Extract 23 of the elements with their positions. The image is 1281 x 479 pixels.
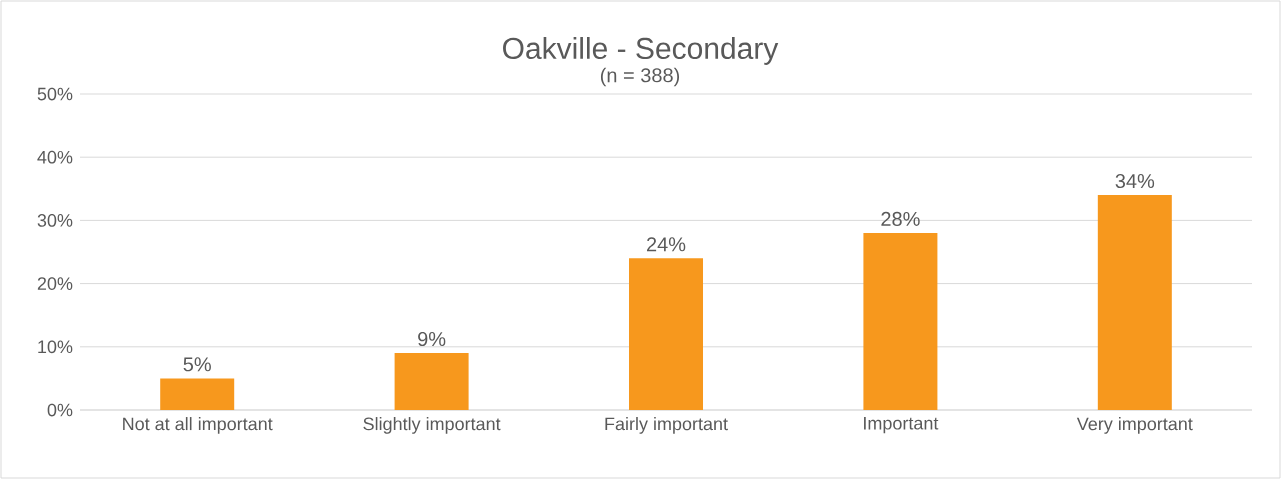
chart-title: Oakville - Secondary [503, 37, 779, 65]
bar [160, 378, 235, 410]
bar [1097, 195, 1172, 410]
bar [629, 258, 704, 410]
data-label: 9% [418, 331, 446, 347]
y-tick-label: 50% [37, 87, 73, 101]
x-tick-label: Important [864, 417, 939, 434]
bar [394, 353, 469, 410]
data-label: 28% [881, 211, 920, 226]
bar [863, 233, 938, 410]
y-tick-label: 20% [37, 277, 73, 290]
data-label: 34% [1115, 173, 1155, 189]
y-tick-label: 10% [38, 340, 73, 354]
y-tick-label: 0% [47, 403, 73, 417]
x-tick-label: Slightly important [363, 417, 501, 434]
x-tick-label: Not at all important [123, 417, 273, 434]
y-tick-label: 30% [37, 214, 73, 227]
data-label: 24% [646, 237, 686, 252]
chart-subtitle: (n = 388) [600, 67, 680, 87]
x-tick-label: Fairly important [605, 417, 728, 434]
y-tick-label: 40% [37, 150, 73, 164]
x-tick-label: Very important [1076, 417, 1193, 434]
data-label: 5% [183, 357, 211, 372]
